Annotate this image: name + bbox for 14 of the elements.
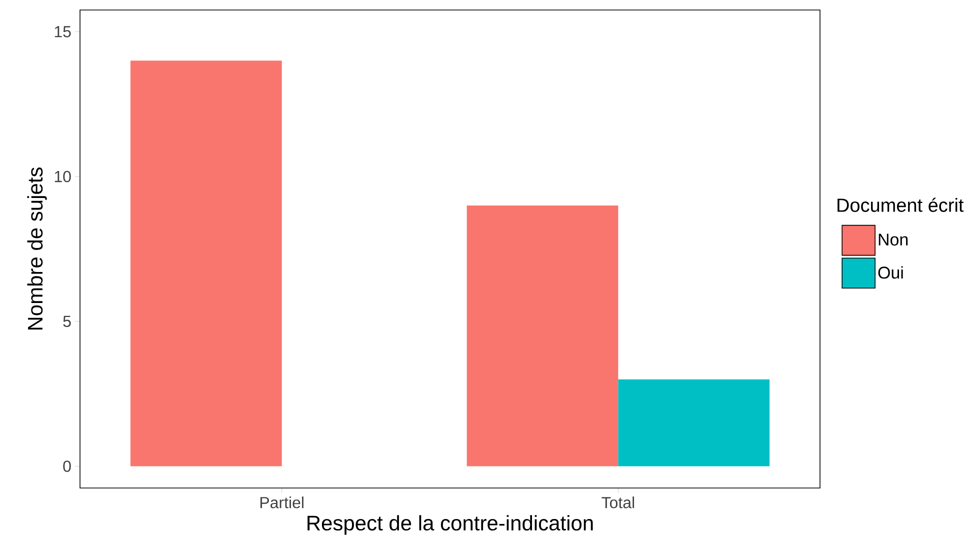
y-axis-title: Nombre de sujets [27, 168, 47, 330]
x-tick-label: Total [602, 496, 634, 508]
bar [130, 60, 282, 466]
legend-title: Document écrit [838, 198, 964, 212]
y-tick-label: 0 [63, 460, 71, 472]
bar [466, 206, 618, 466]
bar [618, 379, 770, 466]
y-tick-label: 5 [63, 316, 71, 327]
legend-label: Non [878, 234, 908, 246]
y-tick-label: 10 [54, 170, 71, 182]
legend-label: Oui [878, 266, 903, 279]
x-tick-label: Partiel [260, 496, 304, 508]
x-axis-title: Respect de la contre-indication [308, 515, 593, 535]
y-tick-label: 15 [54, 26, 71, 38]
